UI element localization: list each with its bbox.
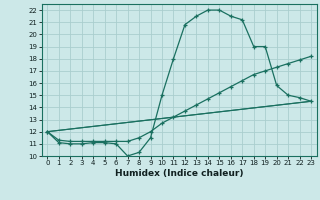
X-axis label: Humidex (Indice chaleur): Humidex (Indice chaleur) [115, 169, 244, 178]
